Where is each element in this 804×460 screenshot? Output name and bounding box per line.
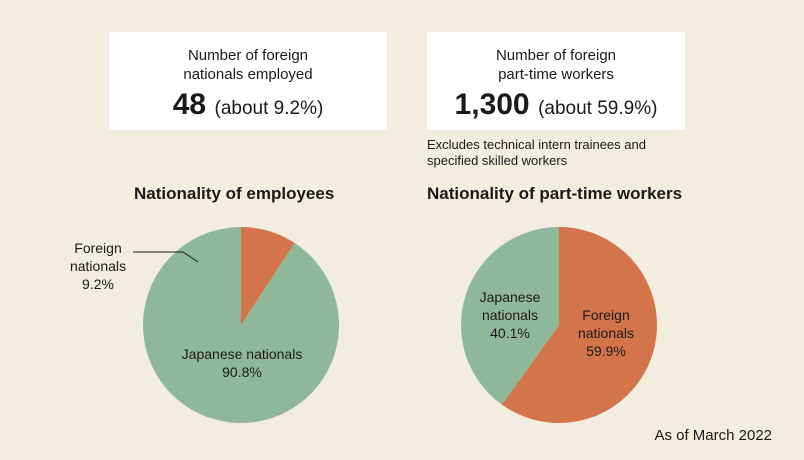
foreign-employees-percent: (about 9.2%) [214,98,324,119]
pie-1-slice-foreign-nationals [501,227,658,423]
foreign-employees-number: 48 [172,88,207,121]
employees-foreign-leader-line [133,251,199,263]
foreign-part-timers-number: 1,300 [454,88,530,121]
foreign-employees-value: 48 (about 9.2%) [109,88,387,122]
pie-0-slice-foreign-nationals [241,226,295,325]
employees-foreign-label: Foreign nationals 9.2% [70,240,126,292]
foreign-part-timers-card: Number of foreign part-time workers 1,30… [427,32,685,130]
foreign-part-timers-label: Number of foreign part-time workers [495,47,617,83]
pie-1-slice-japanese-nationals [461,227,559,405]
as-of-date: As of March 2022 [654,427,772,444]
employees-chart-title: Nationality of employees [134,184,335,203]
exclusion-note: Excludes technical intern trainees and s… [427,137,646,168]
foreign-employees-card: Number of foreign nationals employed 48 … [109,32,387,130]
pie-0-slice-japanese-nationals [143,227,340,424]
part-timers-chart-title: Nationality of part-time workers [427,184,683,203]
foreign-part-timers-percent: (about 59.9%) [538,98,658,119]
foreign-employees-label: Number of foreign nationals employed [183,47,313,83]
foreign-part-timers-value: 1,300 (about 59.9%) [427,88,685,122]
employees-japanese-label: Japanese nationals 90.8% [182,346,303,380]
part-timers-foreign-label: Foreign nationals 59.9% [578,307,634,359]
part-timers-japanese-label: Japanese nationals 40.1% [480,289,541,341]
